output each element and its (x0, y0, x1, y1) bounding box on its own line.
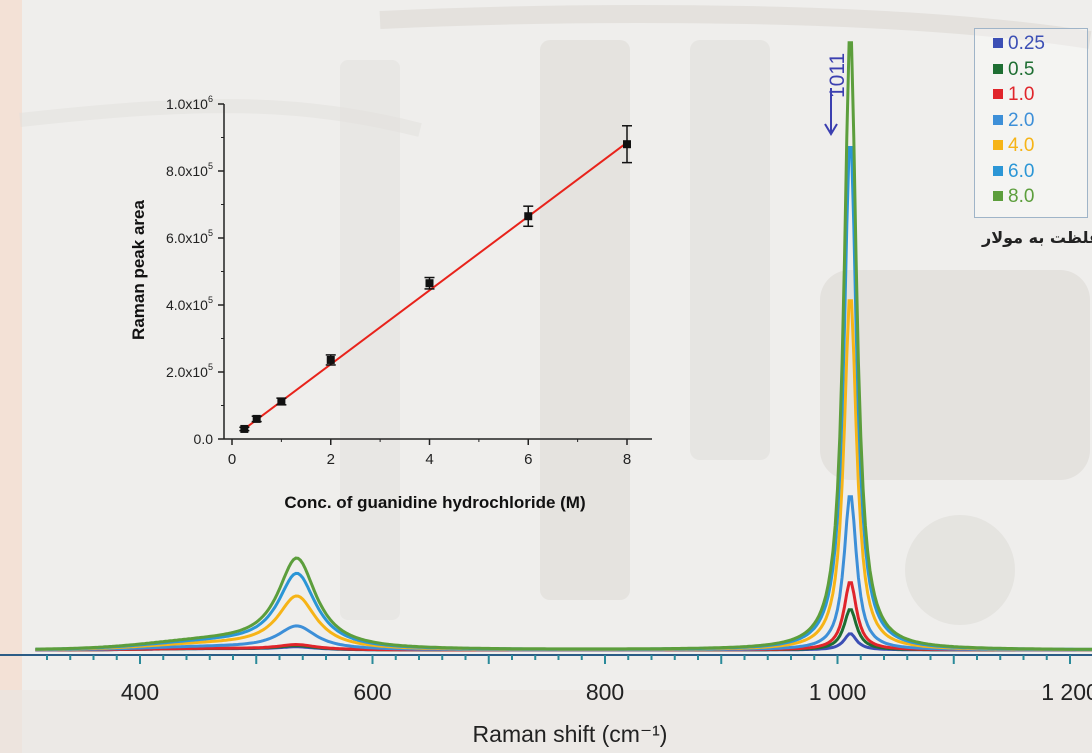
inset-y-tick-base: 4.0x10 (166, 297, 208, 313)
legend: 0.25 0.5 1.0 2.0 4.0 6.0 8.0 (974, 28, 1088, 218)
inset-y-tick-label: 8.0x105 (166, 161, 213, 179)
inset-y-tick-label: 1.0x106 (166, 94, 213, 112)
legend-label: 1.0 (1008, 84, 1035, 105)
inset-data-point (252, 414, 261, 423)
inset-data-point (326, 355, 335, 364)
legend-swatch (993, 63, 1003, 74)
legend-label: 8.0 (1008, 186, 1035, 207)
inset-y-tick-label: 6.0x105 (166, 228, 213, 246)
legend-item: 4.0 (993, 135, 1034, 156)
inset-x-tick-label: 8 (623, 451, 631, 468)
x-tick-label: 1 000 (809, 679, 867, 705)
inset-x-tick-label: 2 (327, 451, 335, 468)
inset-y-tick-base: 1.0x10 (166, 96, 208, 112)
legend-label: 0.5 (1008, 58, 1035, 80)
x-tick-label: 800 (586, 679, 624, 705)
main-spectra (35, 41, 1092, 652)
inset-y-tick-exponent: 5 (208, 228, 213, 238)
inset-y-tick-label: 4.0x105 (166, 295, 213, 313)
inset-y-tick-base: 8.0x10 (166, 163, 208, 179)
inset-data-point (623, 140, 631, 149)
legend-label: 2.0 (1008, 109, 1035, 131)
x-axis-title: Raman shift (cm⁻¹) (473, 721, 668, 747)
inset-y-axis-title: Raman peak area (129, 200, 148, 340)
inset-data-point (277, 397, 286, 406)
legend-item: 8.0 (993, 186, 1034, 207)
legend-swatch (993, 165, 1003, 176)
inset-data-point (240, 424, 249, 433)
legend-item: 1.0 (993, 84, 1034, 105)
x-tick-label: 1 200 (1041, 679, 1092, 705)
x-tick-label: 400 (121, 679, 159, 705)
legend-item: 2.0 (993, 110, 1034, 131)
legend-item: 0.5 (993, 59, 1034, 80)
legend-swatch (993, 38, 1003, 48)
inset-y-tick-base: 2.0x10 (166, 364, 208, 380)
inset-fit-line (243, 141, 628, 430)
inset-x-tick-label: 0 (228, 451, 236, 468)
series-4.0-line (35, 299, 1092, 652)
legend-item: 0.25 (993, 33, 1045, 54)
legend-swatch (993, 114, 1003, 125)
inset-y-tick-base: 6.0x10 (166, 230, 208, 246)
inset-x-tick-label: 6 (524, 451, 532, 468)
legend-title: غلظت به مولار (982, 228, 1092, 247)
inset-x-axis-title: Conc. of guanidine hydrochloride (M) (284, 493, 585, 512)
legend-swatch (993, 140, 1003, 150)
inset-data-point (425, 279, 434, 288)
inset-y-tick-label: 0.0 (194, 431, 214, 447)
legend-swatch (993, 191, 1003, 201)
inset-y-tick-label: 2.0x105 (166, 362, 213, 380)
x-tick-label: 600 (353, 679, 391, 705)
inset-y-tick-exponent: 5 (208, 362, 213, 372)
legend-item: 6.0 (993, 161, 1034, 182)
legend-label: 0.25 (1008, 33, 1045, 54)
series-2.0-line (35, 495, 1092, 652)
legend-label: 6.0 (1008, 160, 1035, 182)
legend-label: 4.0 (1008, 135, 1035, 156)
inset-x-tick-label: 4 (425, 451, 433, 468)
main-x-axis: 400 600 800 1 000 1 200 Raman shift (cm⁻¹) (0, 654, 1092, 747)
legend-swatch (993, 89, 1003, 99)
inset-y-tick-base: 0.0 (194, 431, 214, 447)
inset-y-tick-exponent: 5 (208, 161, 213, 171)
inset-data-point (524, 212, 533, 221)
series-8.0-line (35, 41, 1092, 651)
inset-y-tick-exponent: 6 (208, 94, 213, 104)
inset-y-tick-exponent: 5 (208, 295, 213, 305)
series-6.0-line (35, 146, 1092, 651)
